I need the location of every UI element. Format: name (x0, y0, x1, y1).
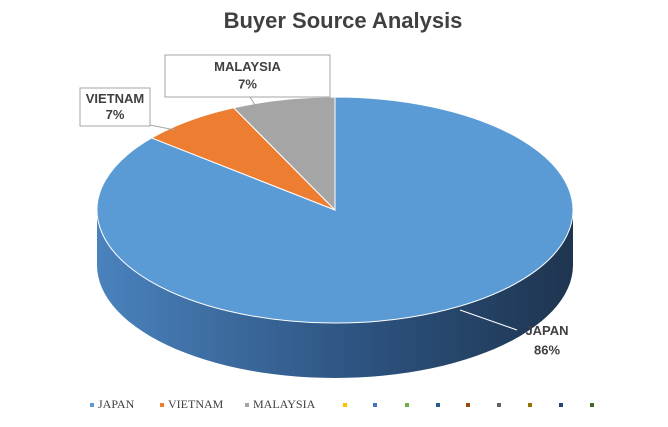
label-box (164, 54, 331, 98)
legend-label: JAPAN (98, 397, 135, 411)
legend-marker (590, 403, 594, 407)
leader-line (459, 309, 518, 331)
legend-label: MALAYSIA (253, 397, 316, 411)
leader-line (149, 124, 176, 131)
legend-marker (405, 403, 409, 407)
legend-marker (528, 403, 532, 407)
data-label-value: 7% (238, 77, 257, 92)
legend-marker (343, 403, 347, 407)
legend-marker (90, 403, 94, 407)
legend-marker (559, 403, 563, 407)
data-label-value: 86% (534, 343, 560, 358)
legend-marker (497, 403, 501, 407)
legend-label: VIETNAM (168, 397, 224, 411)
chart-title: Buyer Source Analysis (224, 8, 463, 33)
data-label-value: 7% (106, 107, 125, 122)
pie (96, 96, 574, 378)
slice (232, 96, 336, 212)
legend-marker (373, 403, 377, 407)
leader-line (249, 96, 256, 106)
data-label-name: VIETNAM (86, 91, 145, 106)
label-box (79, 87, 151, 127)
legend-marker (245, 403, 249, 407)
data-label-name: MALAYSIA (214, 59, 281, 74)
legend-marker (160, 403, 164, 407)
slice-side (97, 210, 573, 378)
data-label-name: JAPAN (525, 323, 568, 338)
legend-extra-markers (343, 403, 594, 407)
legend-marker (466, 403, 470, 407)
legend: JAPAN VIETNAM MALAYSIA (90, 397, 316, 411)
slice (150, 107, 336, 211)
legend-marker (436, 403, 440, 407)
